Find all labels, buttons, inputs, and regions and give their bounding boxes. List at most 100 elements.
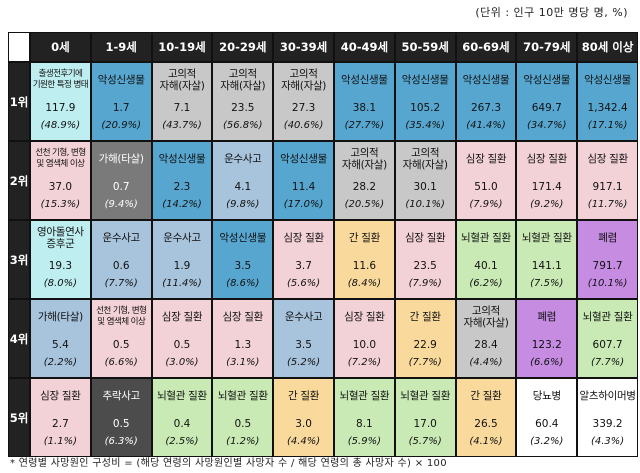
- share-percent: (10.1%): [587, 278, 628, 289]
- share-percent: (11.4%): [162, 278, 202, 289]
- cause-cell: 운수사고 1.9 (11.4%): [151, 220, 213, 299]
- cause-cell: 알츠하이머병 339.2 (4.3%): [577, 378, 638, 457]
- cause-cell: 뇌혈관 질환 17.0 (5.7%): [394, 378, 456, 457]
- death-rate: 7.1: [173, 102, 191, 114]
- share-percent: (7.9%): [408, 278, 442, 289]
- cause-name: 악성신생물: [219, 232, 267, 244]
- share-percent: (20.5%): [344, 199, 385, 210]
- age-header: 80세 이상: [577, 32, 638, 62]
- share-percent: (2.5%): [165, 436, 199, 447]
- cause-name: 고의적 자해(자살): [220, 68, 266, 92]
- cause-cell: 뇌혈관 질환 0.5 (1.2%): [212, 378, 274, 457]
- share-percent: (48.9%): [40, 120, 81, 131]
- cause-name: 뇌혈관 질환: [461, 232, 511, 244]
- share-percent: (4.4%): [469, 357, 503, 368]
- death-rate: 28.4: [474, 339, 498, 351]
- death-rate: 3.0: [295, 418, 312, 430]
- cause-cell: 당뇨병 60.4 (3.2%): [516, 378, 578, 457]
- cause-cell: 악성신생물 649.7 (34.7%): [516, 62, 578, 141]
- cause-name: 가해(타살): [37, 311, 83, 323]
- share-percent: (43.7%): [162, 120, 202, 131]
- cause-cell: 추락사고 0.5 (6.3%): [90, 378, 152, 457]
- unit-note: (단위 : 인구 10만 명당 명, %): [475, 6, 628, 19]
- death-rate: 2.3: [173, 181, 191, 193]
- death-rate: 4.1: [234, 181, 252, 193]
- cause-name: 폐렴: [598, 232, 617, 244]
- share-percent: (8.6%): [226, 278, 260, 289]
- rank-row: 4위 가해(타살) 5.4 (2.2%) 선천 기형, 변형 및 염색체 이상 0.5 (6…: [8, 299, 638, 378]
- share-percent: (1.1%): [43, 436, 77, 447]
- death-rate: 649.7: [531, 102, 562, 114]
- cause-cell: 심장 질환 917.1 (11.7%): [577, 141, 638, 220]
- share-percent: (6.3%): [104, 436, 138, 447]
- death-rate: 1.3: [234, 339, 252, 351]
- death-rate: 1.7: [112, 102, 130, 114]
- cause-cell: 심장 질환 2.7 (1.1%): [30, 378, 91, 457]
- share-percent: (9.8%): [226, 199, 260, 210]
- cause-name: 악성신생물: [340, 74, 388, 86]
- death-rate: 141.1: [531, 260, 562, 272]
- cause-cell: 선천 기형, 변형 및 염색체 이상 37.0 (15.3%): [30, 141, 91, 220]
- cause-cell: 악성신생물 3.5 (8.6%): [212, 220, 274, 299]
- share-percent: (7.7%): [104, 278, 138, 289]
- cause-name: 당뇨병: [532, 390, 561, 402]
- age-header: 1-9세: [90, 32, 152, 62]
- death-rate: 11.4: [291, 181, 316, 193]
- cause-cell: 고의적 자해(자살) 28.4 (4.4%): [455, 299, 517, 378]
- cause-name: 뇌혈관 질환: [582, 311, 633, 323]
- cause-name: 고의적 자해(자살): [402, 147, 448, 171]
- cause-cell: 영아돌연사 증후군 19.3 (8.0%): [30, 220, 91, 299]
- cause-cell: 뇌혈관 질환 607.7 (7.7%): [577, 299, 638, 378]
- cause-cell: 고의적 자해(자살) 23.5 (56.8%): [212, 62, 274, 141]
- rank-body: 1위 출생전후기에 기원한 특정 병태 117.9 (48.9%) 악성신생물 1.7 (2…: [8, 62, 638, 457]
- cause-cell: 심장 질환 1.3 (3.1%): [212, 299, 274, 378]
- cause-name: 선천 기형, 변형 및 염색체 이상: [35, 148, 86, 169]
- share-percent: (5.2%): [286, 357, 321, 368]
- death-rate: 3.7: [295, 260, 312, 272]
- death-rate: 0.5: [234, 418, 252, 430]
- cause-cell: 뇌혈관 질환 0.4 (2.5%): [151, 378, 213, 457]
- cause-cell: 심장 질환 0.5 (3.0%): [151, 299, 213, 378]
- cause-name: 운수사고: [224, 153, 262, 165]
- cause-cell: 악성신생물 267.3 (41.4%): [455, 62, 517, 141]
- death-rate: 917.1: [592, 181, 623, 193]
- death-rate: 3.5: [295, 339, 312, 351]
- share-percent: (17.0%): [283, 199, 324, 210]
- cause-name: 심장 질환: [161, 311, 203, 323]
- cause-cell: 가해(타살) 5.4 (2.2%): [30, 299, 91, 378]
- share-percent: (11.7%): [587, 199, 628, 210]
- cause-name: 악성신생물: [158, 153, 206, 165]
- share-percent: (41.4%): [466, 120, 506, 131]
- cause-cell: 고의적 자해(자살) 28.2 (20.5%): [333, 141, 395, 220]
- age-header: 20-29세: [212, 32, 274, 62]
- cause-cell: 고의적 자해(자살) 30.1 (10.1%): [394, 141, 456, 220]
- share-percent: (20.9%): [101, 120, 141, 131]
- share-percent: (7.7%): [408, 357, 442, 368]
- cause-cell: 심장 질환 51.0 (7.9%): [455, 141, 517, 220]
- share-percent: (14.2%): [162, 199, 202, 210]
- rank-row: 1위 출생전후기에 기원한 특정 병태 117.9 (48.9%) 악성신생물 1.7 (2…: [8, 62, 638, 141]
- death-rate: 40.1: [474, 260, 498, 272]
- cause-cell: 악성신생물 105.2 (35.4%): [394, 62, 456, 141]
- cause-cell: 폐렴 123.2 (6.6%): [516, 299, 578, 378]
- cause-cell: 악성신생물 38.1 (27.7%): [333, 62, 395, 141]
- share-percent: (9.2%): [530, 199, 564, 210]
- cause-name: 선천 기형, 변형 및 염색체 이상: [96, 306, 147, 327]
- death-rate: 23.5: [231, 102, 255, 114]
- death-rate: 0.5: [173, 339, 191, 351]
- age-header: 0세: [30, 32, 91, 62]
- death-rate: 60.4: [535, 418, 559, 430]
- cause-cell: 간 질환 11.6 (8.4%): [333, 220, 395, 299]
- age-header: 70-79세: [516, 32, 578, 62]
- share-percent: (3.0%): [165, 357, 199, 368]
- cause-name: 뇌혈관 질환: [339, 390, 390, 402]
- age-header: 10-19세: [151, 32, 213, 62]
- age-header: 50-59세: [394, 32, 456, 62]
- share-percent: (10.1%): [405, 199, 445, 210]
- rank-label: 5위: [8, 378, 30, 457]
- cause-name: 운수사고: [102, 232, 140, 244]
- cause-name: 폐렴: [537, 311, 557, 323]
- rank-label: 1위: [8, 62, 30, 141]
- share-percent: (15.3%): [40, 199, 81, 210]
- rank-row: 3위 영아돌연사 증후군 19.3 (8.0%) 운수사고 0.6 (7.7%) 운수사고 1.…: [8, 220, 638, 299]
